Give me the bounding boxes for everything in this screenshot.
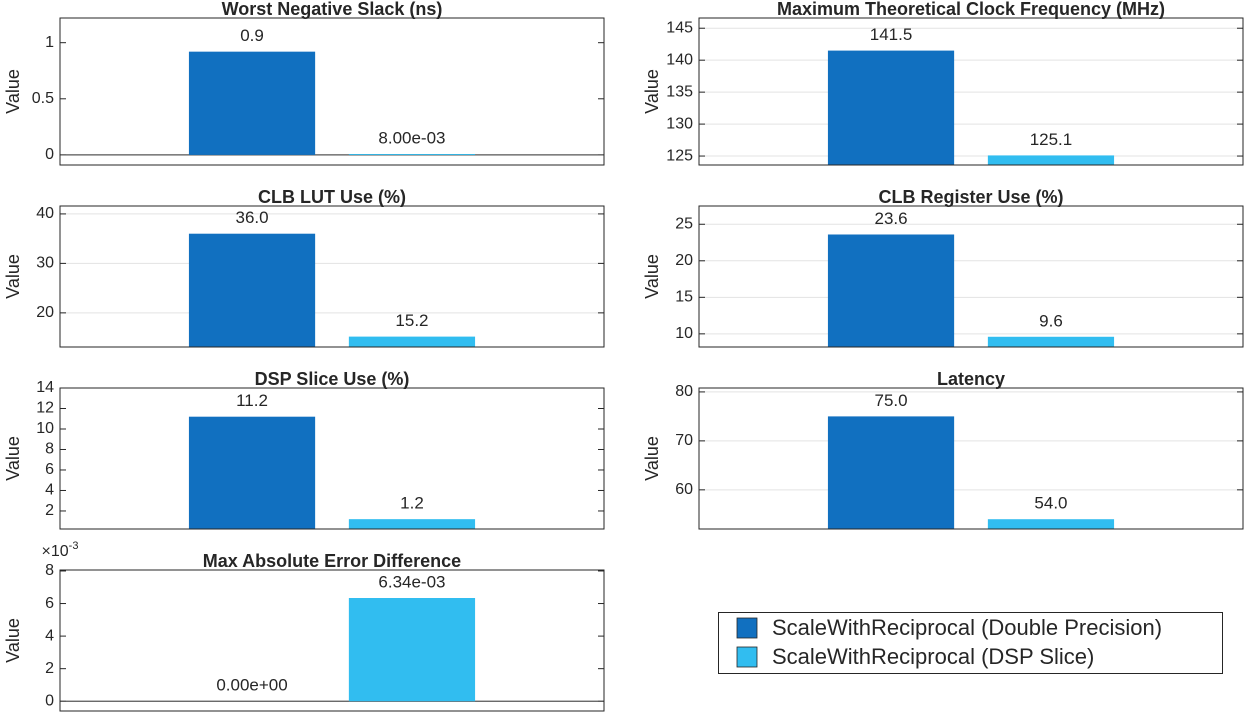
exponent-power: -3 <box>69 540 79 552</box>
bar <box>348 598 476 702</box>
y-axis-label: Value <box>3 618 23 663</box>
y-tick-label: 6 <box>45 461 54 478</box>
y-tick-label: 135 <box>666 83 693 100</box>
bar <box>827 234 955 347</box>
y-axis-label: Value <box>3 254 23 299</box>
bar <box>188 233 316 347</box>
chart-title: Latency <box>937 369 1005 389</box>
y-tick-label: 140 <box>666 51 693 68</box>
bar <box>348 519 476 529</box>
y-tick-label: 1 <box>45 34 54 51</box>
value-label: 9.6 <box>1039 311 1063 330</box>
chart-title: DSP Slice Use (%) <box>255 369 410 389</box>
axes-box <box>60 206 604 347</box>
chart-title: Maximum Theoretical Clock Frequency (MHz… <box>777 0 1165 19</box>
y-tick-label: 4 <box>45 627 54 644</box>
axes-frame <box>59 205 605 348</box>
y-tick-label: 0 <box>45 146 54 163</box>
y-tick-label: 70 <box>675 432 693 449</box>
bar <box>348 336 476 347</box>
y-tick-label: 40 <box>36 205 54 222</box>
value-label: 15.2 <box>395 311 428 330</box>
axis-exponent: ×10-3 <box>42 540 79 560</box>
value-label: 11.2 <box>236 391 268 410</box>
bar <box>188 416 316 529</box>
bar <box>987 336 1115 347</box>
value-label: 36.0 <box>235 208 268 227</box>
y-axis-label: Value <box>3 69 23 114</box>
legend-box <box>718 612 1223 674</box>
legend-label: ScaleWithReciprocal (Double Precision) <box>772 615 1162 640</box>
chart-title: Worst Negative Slack (ns) <box>222 0 443 19</box>
exponent-base: ×10 <box>42 543 69 560</box>
legend-label: ScaleWithReciprocal (DSP Slice) <box>772 644 1094 669</box>
axes-box <box>60 388 604 529</box>
y-axis-label: Value <box>3 436 23 481</box>
bar <box>987 155 1115 165</box>
axes-frame <box>698 387 1244 530</box>
value-label: 54.0 <box>1034 494 1067 513</box>
axes-frame <box>59 17 605 166</box>
y-tick-label: 4 <box>45 482 54 499</box>
y-tick-label: 130 <box>666 115 693 132</box>
bar <box>827 416 955 529</box>
axes-frame <box>698 205 1244 348</box>
axes-box <box>699 206 1243 347</box>
y-axis-label: Value <box>642 436 662 481</box>
y-tick-label: 20 <box>36 304 54 321</box>
axes-frame <box>59 387 605 530</box>
value-label: 8.00e-03 <box>378 128 445 147</box>
y-tick-label: 20 <box>675 252 693 269</box>
y-tick-label: 15 <box>675 289 693 306</box>
bar <box>188 51 316 155</box>
value-label: 75.0 <box>874 391 907 410</box>
y-tick-label: 60 <box>675 481 693 498</box>
value-label: 0.9 <box>240 26 264 45</box>
axes-frame <box>698 17 1244 166</box>
axes-box <box>60 18 604 165</box>
axes-frame <box>59 569 605 712</box>
axes-box <box>699 388 1243 529</box>
y-tick-label: 30 <box>36 255 54 272</box>
legend-swatch <box>736 646 758 668</box>
y-tick-label: 0 <box>45 692 54 709</box>
chart-title: CLB LUT Use (%) <box>258 187 406 207</box>
value-label: 141.5 <box>870 25 913 44</box>
bar <box>987 519 1115 529</box>
y-axis-label: Value <box>642 69 662 114</box>
value-label: 23.6 <box>874 209 907 228</box>
y-tick-label: 25 <box>675 215 693 232</box>
y-tick-label: 145 <box>666 19 693 36</box>
bar <box>348 154 476 155</box>
y-tick-label: 12 <box>36 400 54 417</box>
y-tick-label: 0.5 <box>32 90 54 107</box>
legend-swatch <box>736 617 758 639</box>
value-label: 1.2 <box>400 494 424 513</box>
y-tick-label: 125 <box>666 147 693 164</box>
y-tick-label: 2 <box>45 660 54 677</box>
y-tick-label: 2 <box>45 502 54 519</box>
chart-title: Max Absolute Error Difference <box>203 551 461 571</box>
axes-box <box>60 570 604 711</box>
y-tick-label: 6 <box>45 595 54 612</box>
bar <box>827 50 955 165</box>
value-label: 0.00e+00 <box>216 676 287 695</box>
y-tick-label: 14 <box>36 379 54 396</box>
y-tick-label: 80 <box>675 383 693 400</box>
y-tick-label: 8 <box>45 562 54 579</box>
y-axis-label: Value <box>642 254 662 299</box>
value-label: 125.1 <box>1030 130 1073 149</box>
y-tick-label: 8 <box>45 441 54 458</box>
chart-title: CLB Register Use (%) <box>878 187 1063 207</box>
y-tick-label: 10 <box>675 325 693 342</box>
value-label: 6.34e-03 <box>378 572 445 591</box>
axes-box <box>699 18 1243 165</box>
y-tick-label: 10 <box>36 420 54 437</box>
